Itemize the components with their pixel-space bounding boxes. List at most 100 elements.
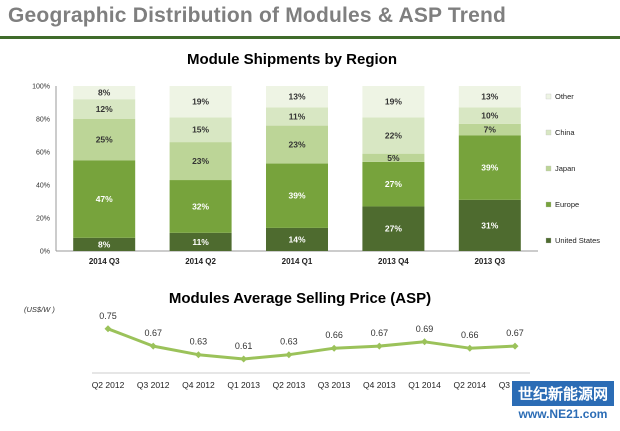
bar-value-label: 27%	[385, 179, 402, 189]
bar-segment	[169, 117, 232, 143]
bar-segment	[458, 123, 521, 136]
legend-label: Japan	[555, 164, 575, 173]
x-quarter-label: Q2 2012	[92, 380, 125, 390]
bar-segment	[458, 107, 521, 124]
bar-segment	[266, 86, 328, 108]
asp-point	[330, 344, 338, 352]
legend-label: Europe	[555, 200, 579, 209]
asp-value-label: 0.66	[461, 330, 479, 340]
bar-segment	[73, 160, 136, 238]
bar-segment	[169, 180, 232, 233]
bar-segment	[169, 142, 232, 181]
bar-chart-legend: Other China Japan Europe United States	[545, 92, 600, 245]
bar-segment	[458, 135, 521, 200]
bar-value-label: 27%	[385, 224, 402, 234]
bar-value-label: 39%	[481, 163, 498, 173]
x-category-label: 2014 Q3	[89, 257, 120, 266]
asp-value-label: 0.63	[190, 337, 208, 347]
legend-swatch	[545, 165, 552, 172]
watermark-url: www.NE21.com	[518, 407, 608, 421]
asp-value-label: 0.75	[99, 311, 117, 321]
bar-value-label: 13%	[481, 92, 498, 102]
legend-label: China	[555, 128, 575, 137]
x-quarter-label: Q4 2013	[363, 380, 396, 390]
x-quarter-label: Q3 2013	[318, 380, 351, 390]
line-chart-title: Modules Average Selling Price (ASP)	[169, 290, 431, 307]
x-quarter-label: Q1 2013	[227, 380, 260, 390]
line-chart-unit-label: (US$/W )	[24, 305, 55, 314]
line-chart-area: 0.75 0.67 0.63 0.61 0.63 0.66 0.67 0.69 0.66 0.67…	[92, 311, 532, 390]
y-tick-label: 100%	[32, 84, 50, 91]
legend-label: Other	[555, 92, 574, 101]
asp-value-label: 0.67	[144, 328, 162, 338]
bar-value-label: 32%	[192, 201, 209, 211]
bar-segment	[458, 199, 521, 251]
asp-point	[466, 344, 474, 352]
bar-value-label: 12%	[96, 104, 113, 114]
asp-value-label: 0.67	[371, 328, 389, 338]
bar-value-label: 39%	[288, 191, 305, 201]
asp-point	[511, 342, 519, 350]
bar-value-label: 10%	[481, 111, 498, 121]
bar-segment	[362, 161, 425, 207]
bar-value-label: 14%	[288, 234, 305, 244]
asp-point	[421, 338, 429, 346]
bar-value-label: 23%	[288, 140, 305, 150]
x-category-label: 2014 Q2	[185, 257, 216, 266]
bar-segment	[266, 125, 328, 164]
y-tick-label: 60%	[36, 150, 50, 157]
asp-point	[194, 351, 202, 359]
legend-swatch	[545, 93, 552, 100]
bar-value-label: 15%	[192, 125, 209, 135]
asp-value-label: 0.66	[325, 330, 343, 340]
asp-point	[285, 351, 293, 359]
bar-segment	[266, 227, 328, 251]
bar-value-label: 13%	[288, 92, 305, 102]
bar-value-label: 47%	[96, 194, 113, 204]
asp-point	[240, 355, 248, 363]
asp-point	[104, 325, 112, 333]
bar-segment	[266, 107, 328, 126]
bar-value-label: 11%	[289, 112, 306, 122]
legend-label: United States	[555, 236, 600, 245]
watermark: 世纪新能源网 www.NE21.com	[511, 381, 614, 421]
y-tick-label: 40%	[36, 183, 50, 190]
title-divider	[0, 36, 620, 39]
bar-segment	[362, 153, 425, 162]
legend-swatch	[545, 201, 552, 208]
bar-value-label: 5%	[387, 153, 400, 163]
bar-chart-area: 0% 20% 40% 60% 80% 100% 8% 47% 25% 12% 8% 2014 Q3 11…	[32, 84, 538, 266]
asp-value-label: 0.67	[506, 328, 524, 338]
asp-value-label: 0.63	[280, 337, 298, 347]
x-quarter-label: Q1 2014	[408, 380, 441, 390]
bar-value-label: 8%	[98, 88, 111, 98]
x-quarter-label: Q3 2012	[137, 380, 170, 390]
x-quarter-label: Q4 2012	[182, 380, 215, 390]
bar-value-label: 23%	[192, 156, 209, 166]
asp-point	[149, 342, 157, 350]
bar-segment	[362, 117, 425, 154]
bar-value-label: 8%	[98, 239, 111, 249]
bar-segment	[73, 119, 136, 161]
bar-segment	[266, 163, 328, 228]
x-quarter-label: Q2 2014	[453, 380, 486, 390]
bar-value-label: 22%	[385, 131, 402, 141]
bar-value-label: 19%	[192, 97, 209, 107]
asp-value-label: 0.61	[235, 341, 253, 351]
x-quarter-label: Q2 2013	[273, 380, 306, 390]
bar-segment	[362, 206, 425, 251]
bar-segment	[362, 86, 425, 118]
bar-value-label: 11%	[192, 237, 209, 247]
bar-value-label: 25%	[96, 135, 113, 145]
bar-segment	[169, 86, 232, 118]
bar-segment	[169, 232, 232, 251]
x-category-label: 2013 Q3	[474, 257, 505, 266]
y-tick-label: 80%	[36, 117, 50, 124]
y-tick-label: 20%	[36, 216, 50, 223]
y-tick-label: 0%	[40, 249, 50, 256]
asp-value-label: 0.69	[416, 324, 434, 334]
bar-chart-title: Module Shipments by Region	[187, 51, 397, 68]
asp-series-line	[107, 327, 516, 361]
bar-value-label: 19%	[385, 97, 402, 107]
